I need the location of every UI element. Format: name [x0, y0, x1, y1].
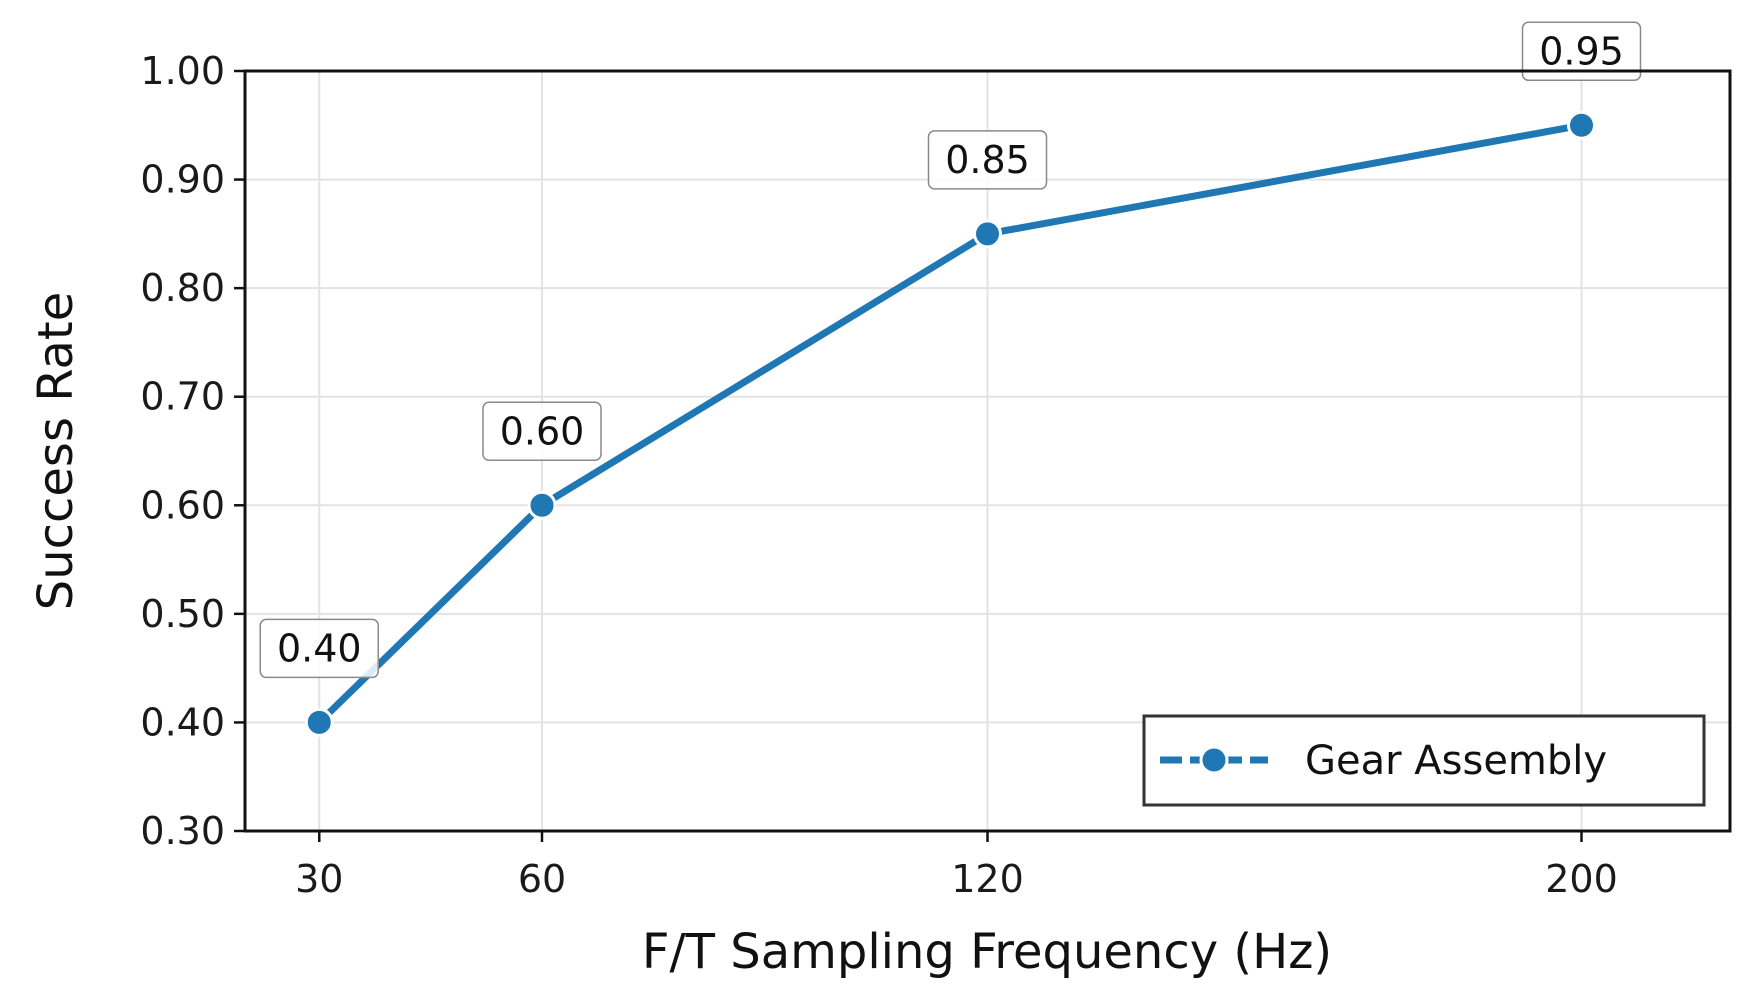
series-lines — [315, 121, 1585, 726]
data-label-box — [259, 618, 379, 679]
data-point — [1567, 110, 1596, 140]
plot-frame — [243, 69, 1732, 833]
x-tick-label: 60 — [518, 857, 566, 901]
series-line — [315, 121, 1585, 726]
y-axis-title: Success Rate — [28, 292, 84, 611]
legend: Gear Assembly — [1142, 714, 1706, 807]
y-tick-label: 0.40 — [140, 700, 225, 744]
y-tick-label: 0.80 — [140, 266, 225, 310]
x-tick-label: 30 — [295, 857, 343, 901]
data-label-box — [927, 130, 1048, 190]
axis-ticks: 0.30 0.40 0.50 0.60 0.70 0.80 0.90 1.00 30 60 120 2… — [140, 49, 1617, 901]
y-tick-label: 1.00 — [140, 49, 225, 93]
data-label: 0.40 — [277, 626, 362, 670]
x-axis-title: F/T Sampling Frequency (Hz) — [642, 924, 1332, 980]
grid — [245, 70, 1730, 832]
x-tick-label: 200 — [1545, 857, 1618, 901]
data-point — [304, 707, 334, 737]
legend-label: Gear Assembly — [1305, 738, 1607, 784]
y-tick-label: 0.70 — [140, 375, 225, 419]
y-tick-label: 0.90 — [140, 158, 225, 202]
y-tick-label: 0.30 — [140, 809, 225, 853]
y-tick-label: 0.60 — [140, 483, 225, 527]
x-tick-label: 120 — [951, 857, 1024, 901]
data-markers — [304, 110, 1596, 737]
data-labels: 0.40 0.60 0.85 0.95 — [259, 21, 1642, 679]
y-tick-label: 0.50 — [140, 592, 225, 636]
data-label: 0.85 — [945, 138, 1030, 182]
data-label-box — [1521, 21, 1642, 82]
data-label: 0.95 — [1539, 29, 1624, 73]
data-point — [527, 490, 557, 520]
legend-marker-swatch — [1199, 745, 1229, 775]
data-label: 0.60 — [500, 409, 585, 453]
data-point — [973, 219, 1002, 249]
data-label-box — [482, 401, 602, 462]
